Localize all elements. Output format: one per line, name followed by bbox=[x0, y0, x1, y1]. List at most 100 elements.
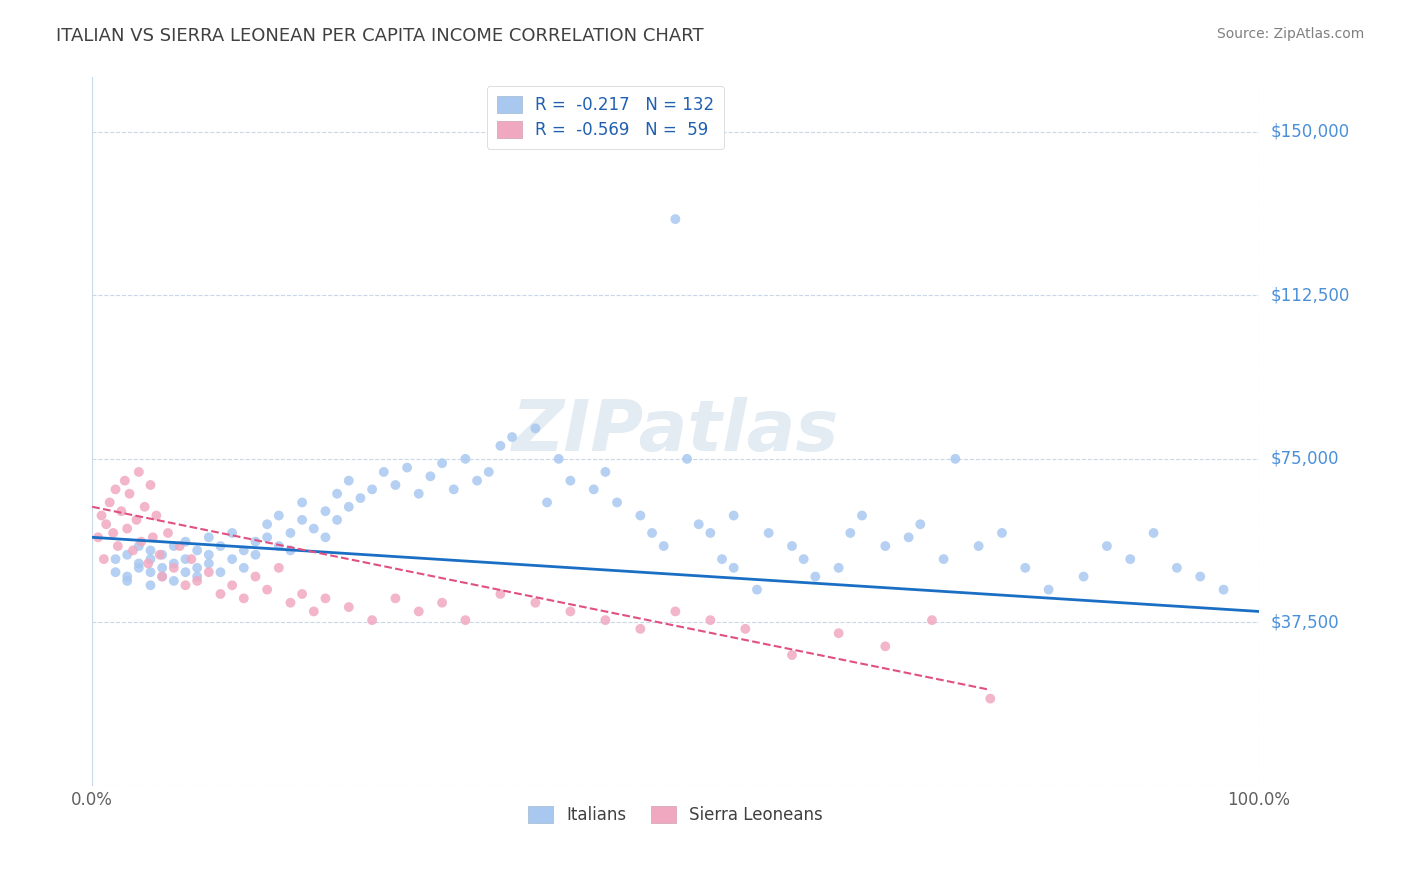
Point bbox=[699, 613, 721, 627]
Point bbox=[1038, 582, 1060, 597]
Point bbox=[478, 465, 501, 479]
Point bbox=[139, 578, 162, 592]
Point bbox=[267, 561, 290, 575]
Point bbox=[104, 552, 127, 566]
Point bbox=[104, 565, 127, 579]
Point bbox=[1119, 552, 1142, 566]
Point bbox=[943, 451, 966, 466]
Point bbox=[163, 539, 186, 553]
Point bbox=[454, 451, 477, 466]
Point bbox=[780, 539, 803, 553]
Point bbox=[699, 525, 721, 540]
Point bbox=[524, 596, 547, 610]
Point bbox=[169, 539, 191, 553]
Point bbox=[125, 513, 148, 527]
Point bbox=[723, 508, 745, 523]
Point bbox=[314, 591, 336, 606]
Point bbox=[221, 525, 243, 540]
Point bbox=[267, 508, 290, 523]
Point bbox=[150, 569, 173, 583]
Point bbox=[337, 500, 360, 514]
Point bbox=[186, 569, 208, 583]
Point bbox=[198, 530, 221, 544]
Point bbox=[967, 539, 990, 553]
Point bbox=[156, 525, 179, 540]
Point bbox=[198, 565, 221, 579]
Point bbox=[163, 561, 186, 575]
Point bbox=[875, 539, 897, 553]
Point bbox=[267, 539, 290, 553]
Point bbox=[302, 604, 325, 618]
Point bbox=[139, 478, 162, 492]
Point bbox=[979, 691, 1001, 706]
Point bbox=[560, 474, 582, 488]
Point bbox=[361, 483, 384, 497]
Text: $150,000: $150,000 bbox=[1270, 123, 1350, 141]
Point bbox=[793, 552, 815, 566]
Point bbox=[114, 474, 136, 488]
Point bbox=[536, 495, 558, 509]
Point bbox=[139, 543, 162, 558]
Point bbox=[256, 530, 278, 544]
Point bbox=[150, 548, 173, 562]
Point bbox=[851, 508, 873, 523]
Point bbox=[245, 548, 267, 562]
Text: ITALIAN VS SIERRA LEONEAN PER CAPITA INCOME CORRELATION CHART: ITALIAN VS SIERRA LEONEAN PER CAPITA INC… bbox=[56, 27, 704, 45]
Point bbox=[163, 557, 186, 571]
Point bbox=[745, 582, 768, 597]
Point bbox=[98, 495, 121, 509]
Point bbox=[136, 557, 159, 571]
Point bbox=[921, 613, 943, 627]
Point bbox=[145, 508, 167, 523]
Point bbox=[804, 569, 827, 583]
Point bbox=[337, 600, 360, 615]
Point bbox=[524, 421, 547, 435]
Point bbox=[96, 517, 118, 532]
Point bbox=[232, 543, 254, 558]
Point bbox=[291, 513, 314, 527]
Point bbox=[501, 430, 523, 444]
Point bbox=[209, 539, 232, 553]
Point bbox=[1212, 582, 1234, 597]
Point bbox=[198, 557, 221, 571]
Point bbox=[128, 557, 150, 571]
Legend: Italians, Sierra Leoneans: Italians, Sierra Leoneans bbox=[517, 796, 834, 834]
Point bbox=[991, 525, 1014, 540]
Point bbox=[198, 548, 221, 562]
Point bbox=[174, 534, 197, 549]
Text: Source: ZipAtlas.com: Source: ZipAtlas.com bbox=[1216, 27, 1364, 41]
Point bbox=[489, 587, 512, 601]
Point bbox=[361, 613, 384, 627]
Point bbox=[93, 552, 115, 566]
Point bbox=[122, 543, 145, 558]
Point bbox=[489, 439, 512, 453]
Point bbox=[314, 504, 336, 518]
Point bbox=[280, 543, 302, 558]
Point bbox=[149, 548, 172, 562]
Point bbox=[875, 640, 897, 654]
Point bbox=[110, 504, 132, 518]
Point bbox=[734, 622, 756, 636]
Point bbox=[628, 622, 651, 636]
Point bbox=[128, 561, 150, 575]
Point bbox=[280, 525, 302, 540]
Point bbox=[430, 456, 453, 470]
Point bbox=[221, 578, 243, 592]
Point bbox=[595, 613, 617, 627]
Point bbox=[174, 552, 197, 566]
Point bbox=[827, 626, 849, 640]
Point bbox=[101, 525, 124, 540]
Point bbox=[245, 534, 267, 549]
Point bbox=[1095, 539, 1118, 553]
Point bbox=[408, 487, 430, 501]
Point bbox=[129, 534, 152, 549]
Point bbox=[115, 569, 138, 583]
Point bbox=[384, 591, 406, 606]
Point bbox=[245, 569, 267, 583]
Point bbox=[628, 508, 651, 523]
Point bbox=[606, 495, 628, 509]
Point bbox=[326, 513, 349, 527]
Point bbox=[174, 578, 197, 592]
Point bbox=[115, 574, 138, 588]
Point bbox=[408, 604, 430, 618]
